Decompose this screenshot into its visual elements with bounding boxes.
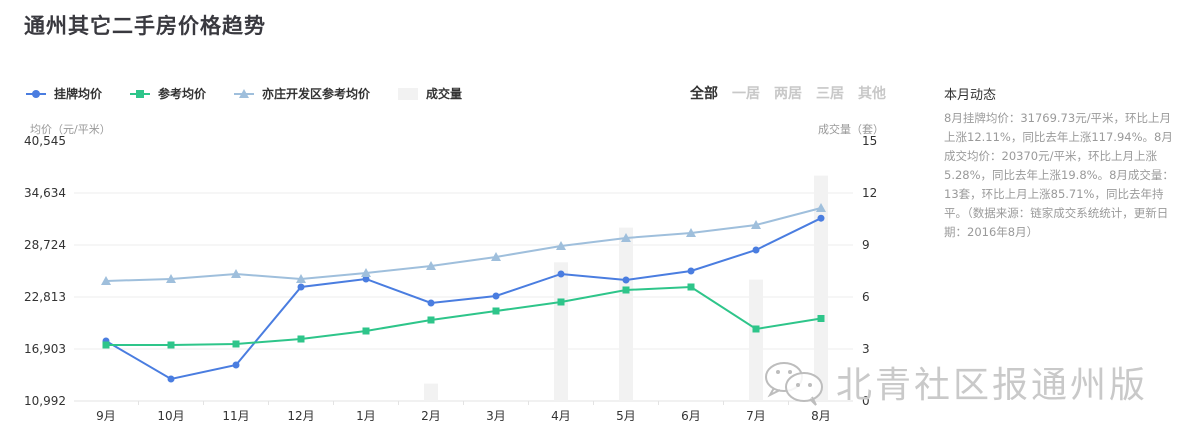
data-point[interactable] xyxy=(752,325,760,333)
data-point[interactable] xyxy=(817,314,825,322)
y-right-tick-label: 3 xyxy=(862,342,870,356)
data-point[interactable] xyxy=(297,335,305,343)
legend-label: 挂牌均价 xyxy=(54,87,103,101)
panel-text: 8月挂牌均价：31769.73元/平米，环比上月上涨12.11%，同比去年上涨1… xyxy=(944,111,1174,239)
room-type-tabs: 全部 一居 两居 三居 其他 xyxy=(690,83,900,103)
x-tick-label: 7月 xyxy=(746,409,766,423)
series-line xyxy=(105,217,822,381)
y-tick-label: 10,992 xyxy=(24,394,66,408)
x-tick-label: 5月 xyxy=(616,409,636,423)
data-point[interactable] xyxy=(622,286,630,294)
left-axis-title: 均价（元/平米） xyxy=(30,123,111,136)
chart-legend: 挂牌均价 参考均价 亦庄开发区参考均价 成交量 xyxy=(26,85,490,102)
square-marker-icon xyxy=(130,89,151,98)
tab-other[interactable]: 其他 xyxy=(858,86,886,102)
page-title: 通州其它二手房价格趋势 xyxy=(24,14,266,38)
legend-item-listing-price[interactable]: 挂牌均价 xyxy=(26,85,102,102)
data-point[interactable] xyxy=(622,276,630,284)
volume-bar[interactable] xyxy=(619,227,633,401)
watermark-text: 北青社区报通州版 xyxy=(836,365,1149,406)
legend-label: 亦庄开发区参考均价 xyxy=(262,87,371,101)
legend-item-reference-price[interactable]: 参考均价 xyxy=(130,85,206,102)
data-point[interactable] xyxy=(752,246,760,254)
data-point[interactable] xyxy=(621,232,631,242)
triangle-marker-icon xyxy=(234,88,255,98)
y-tick-label: 28,724 xyxy=(24,238,66,252)
y-tick-label: 34,634 xyxy=(24,186,66,200)
x-tick-label: 3月 xyxy=(486,409,506,423)
x-tick-label: 9月 xyxy=(96,409,116,423)
y-right-tick-label: 6 xyxy=(862,290,870,304)
x-tick-label: 6月 xyxy=(681,409,701,423)
data-point[interactable] xyxy=(167,341,175,349)
data-point[interactable] xyxy=(167,375,175,383)
data-point[interactable] xyxy=(166,273,176,283)
x-tick-label: 4月 xyxy=(551,409,571,423)
y-right-tick-label: 15 xyxy=(862,134,877,148)
x-tick-label: 2月 xyxy=(421,409,441,423)
tab-three-bedroom[interactable]: 三居 xyxy=(816,86,844,102)
y-tick-label: 16,903 xyxy=(24,342,66,356)
series-line xyxy=(105,207,822,282)
data-point[interactable] xyxy=(232,361,240,369)
bar-swatch-icon xyxy=(398,87,419,100)
volume-bar[interactable] xyxy=(424,383,438,401)
data-point[interactable] xyxy=(687,267,695,275)
right-axis-title: 成交量（套） xyxy=(818,123,884,136)
data-point[interactable] xyxy=(297,283,305,291)
volume-bar[interactable] xyxy=(814,175,828,401)
x-tick-label: 1月 xyxy=(356,409,376,423)
data-point[interactable] xyxy=(427,316,435,324)
x-tick-label: 10月 xyxy=(157,409,184,423)
monthly-update-panel: 本月动态 8月挂牌均价：31769.73元/平米，环比上月上涨12.11%，同比… xyxy=(944,84,1174,242)
x-tick-label: 11月 xyxy=(222,409,249,423)
data-point[interactable] xyxy=(427,299,435,307)
y-tick-label: 22,813 xyxy=(24,290,66,304)
wechat-icon xyxy=(765,362,823,406)
circle-marker-icon xyxy=(26,89,46,98)
data-point[interactable] xyxy=(101,275,111,285)
data-point[interactable] xyxy=(556,240,566,250)
legend-item-yizhuang-price[interactable]: 亦庄开发区参考均价 xyxy=(234,85,370,102)
data-point[interactable] xyxy=(492,292,500,300)
data-point[interactable] xyxy=(362,275,370,283)
tab-one-bedroom[interactable]: 一居 xyxy=(732,86,760,102)
data-point[interactable] xyxy=(231,268,241,278)
data-point[interactable] xyxy=(687,283,695,291)
y-tick-label: 40,545 xyxy=(24,134,66,148)
volume-bar[interactable] xyxy=(749,279,763,401)
data-point[interactable] xyxy=(296,273,306,283)
watermark: 北青社区报通州版 xyxy=(760,356,1148,408)
legend-item-volume[interactable]: 成交量 xyxy=(398,85,462,102)
data-point[interactable] xyxy=(362,327,370,335)
data-point[interactable] xyxy=(686,227,696,237)
y-right-tick-label: 9 xyxy=(862,238,870,252)
price-trend-chart: 10,992 0 16,903 3 22,813 6 28,724 9 34,634 12 40,5… xyxy=(24,134,877,423)
data-point[interactable] xyxy=(492,307,500,315)
data-point[interactable] xyxy=(817,214,825,222)
data-point[interactable] xyxy=(102,341,110,349)
x-tick-label: 12月 xyxy=(287,409,314,423)
legend-label: 参考均价 xyxy=(158,87,207,101)
data-point[interactable] xyxy=(361,267,371,277)
y-right-tick-label: 12 xyxy=(862,186,877,200)
x-tick-label: 8月 xyxy=(811,409,831,423)
panel-title: 本月动态 xyxy=(944,88,997,103)
data-point[interactable] xyxy=(426,260,436,270)
data-point[interactable] xyxy=(557,298,565,306)
y-right-tick-label: 0 xyxy=(862,394,870,408)
data-point[interactable] xyxy=(557,270,565,278)
tab-two-bedroom[interactable]: 两居 xyxy=(774,86,802,102)
legend-label: 成交量 xyxy=(426,87,463,101)
data-point[interactable] xyxy=(751,219,761,229)
data-point[interactable] xyxy=(232,340,240,348)
tab-all[interactable]: 全部 xyxy=(690,86,718,102)
volume-bar[interactable] xyxy=(554,262,568,401)
data-point[interactable] xyxy=(816,202,826,212)
series-line xyxy=(106,285,822,346)
data-point[interactable] xyxy=(491,251,501,261)
